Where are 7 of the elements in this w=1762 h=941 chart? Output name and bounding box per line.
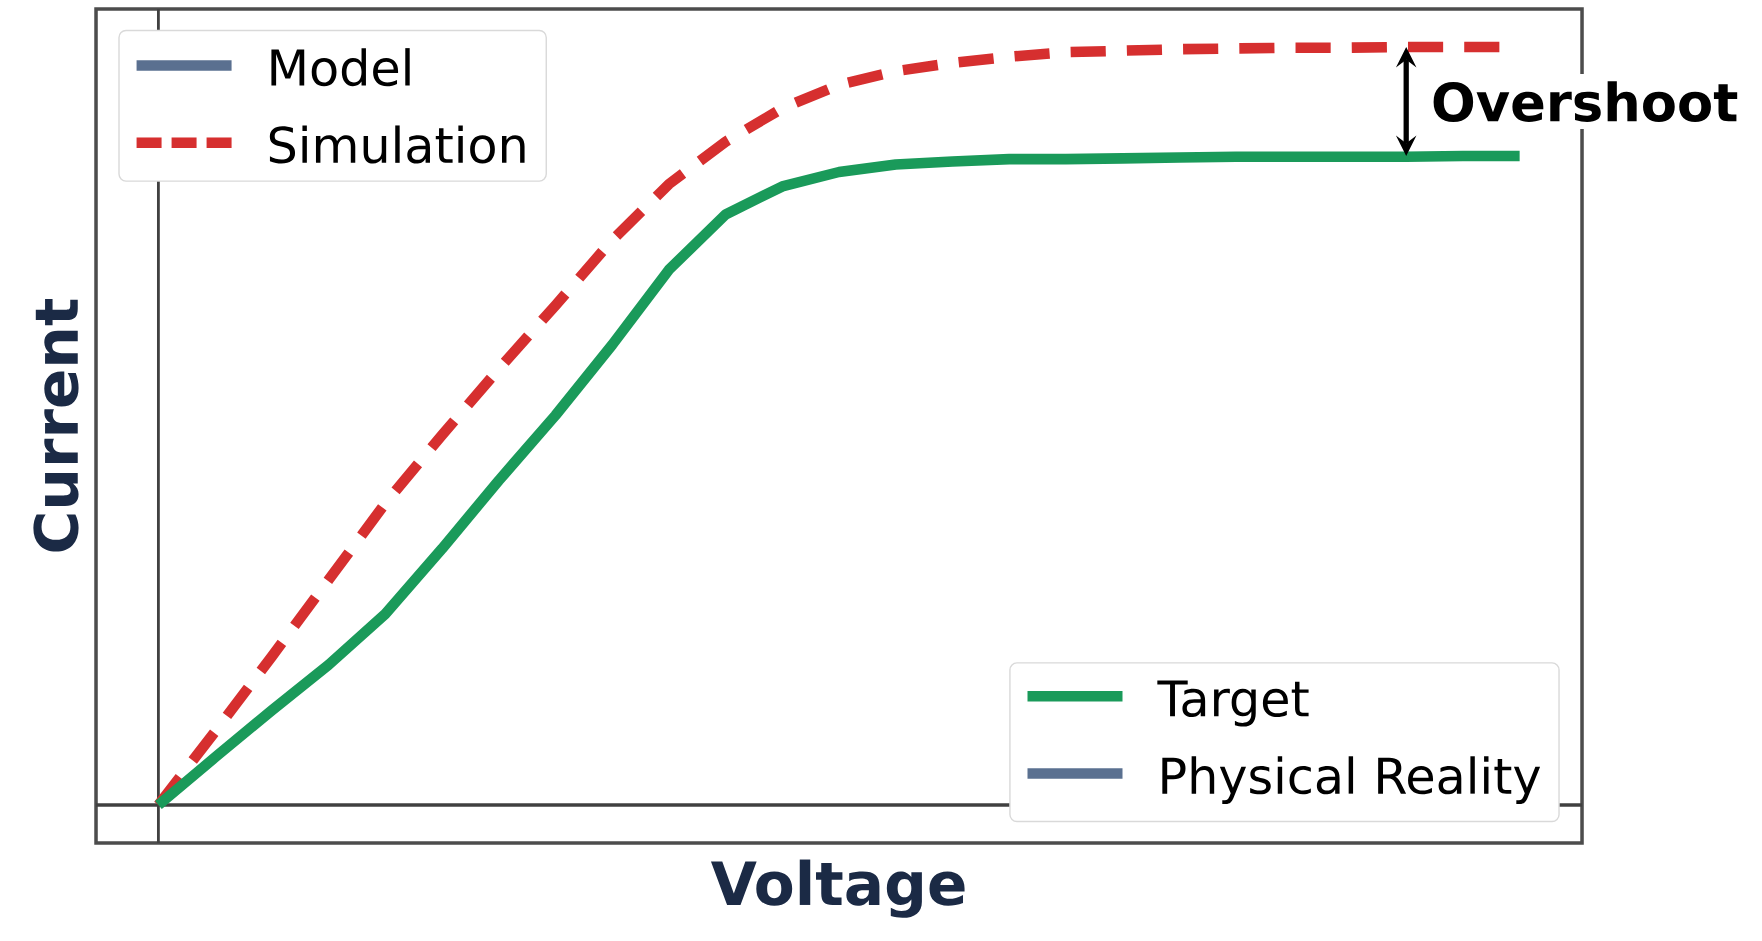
legend-label: Physical Reality xyxy=(1162,756,1541,804)
x-axis-title: Voltage xyxy=(710,859,965,918)
legend-label: Model xyxy=(271,48,410,87)
y-axis-title: Current xyxy=(33,298,79,552)
annotation: Overshoot xyxy=(1433,81,1738,122)
legend-label: Target xyxy=(1157,680,1309,727)
legend-label: Simulation xyxy=(269,125,525,164)
